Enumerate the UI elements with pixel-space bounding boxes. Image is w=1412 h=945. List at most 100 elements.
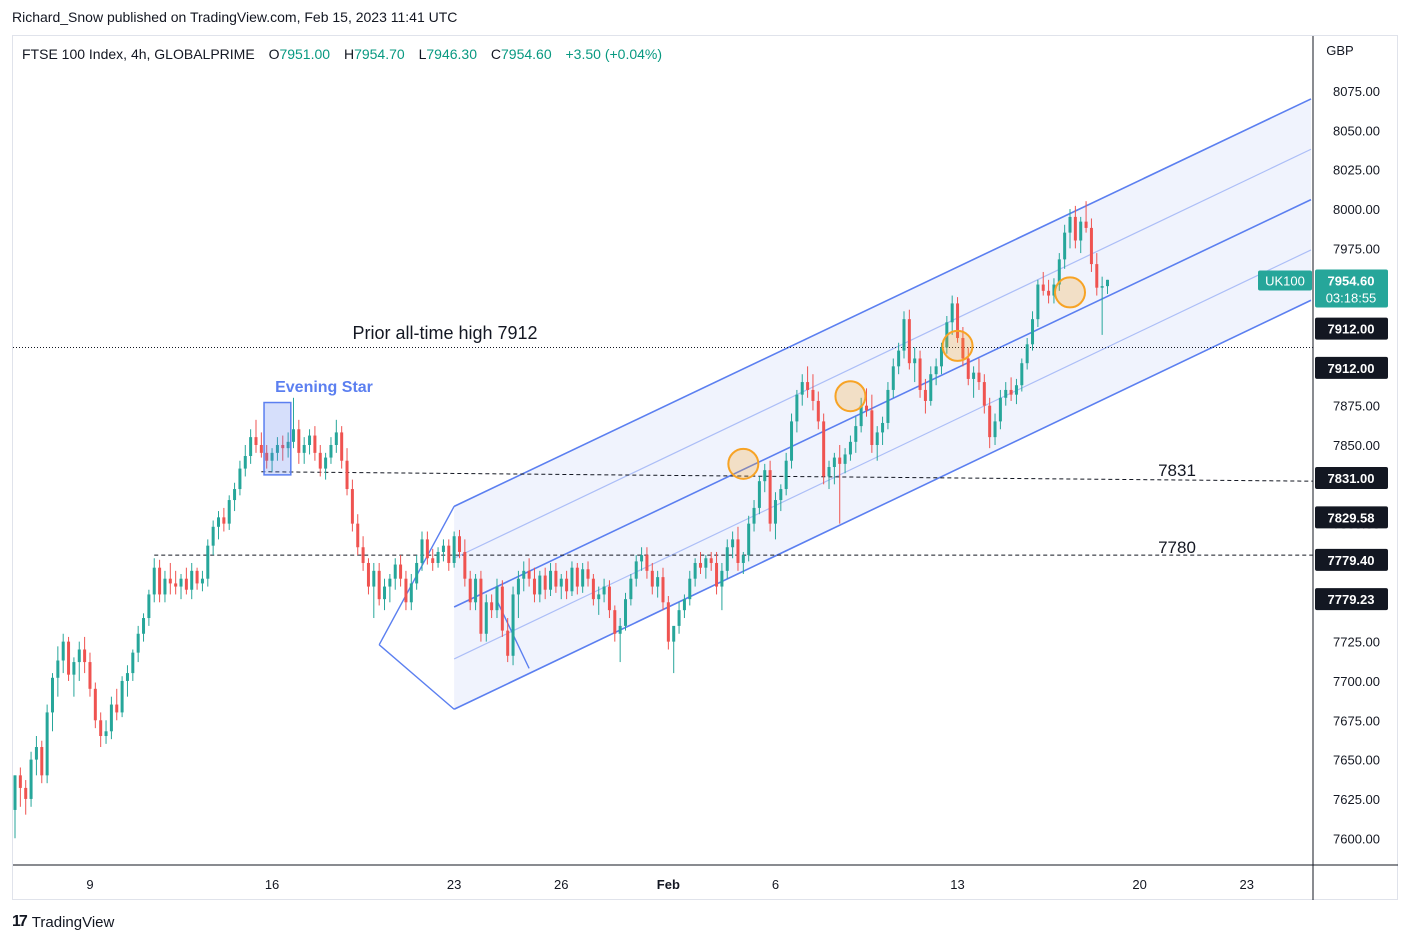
legend-change: +3.50 (+0.04%): [565, 46, 663, 62]
evening-star-box: [263, 401, 292, 476]
level-7831-label: 7831: [1158, 461, 1196, 480]
legend-close-label: C: [490, 46, 501, 62]
price-tag-text: 7912.00: [1328, 322, 1375, 337]
current-price-box: [1315, 269, 1388, 308]
candle-body: [83, 649, 87, 663]
symbol-tag-box: [1258, 270, 1312, 291]
candle-body: [500, 586, 504, 631]
candle-body: [1100, 286, 1104, 288]
candle-body: [506, 630, 510, 656]
candle-body: [350, 489, 354, 524]
candle-body: [13, 775, 17, 810]
candle-body: [243, 456, 247, 469]
candle-body: [795, 394, 799, 422]
candle-body: [688, 578, 692, 600]
candle-body: [929, 374, 933, 401]
candle-body: [366, 562, 370, 587]
highlight-circle: [727, 447, 760, 480]
candle-body: [634, 561, 638, 579]
candle-body: [281, 444, 285, 449]
candle-body: [393, 564, 397, 579]
candle-body: [881, 422, 885, 433]
candle-body: [265, 452, 269, 461]
candle-body: [832, 457, 836, 468]
candle-body: [848, 441, 852, 455]
price-tag-box: [1315, 506, 1388, 529]
highlight-circle: [834, 380, 867, 413]
candle-body: [29, 759, 33, 799]
price-tag-box: [1315, 588, 1388, 611]
candle-body: [543, 575, 547, 590]
candle-body: [586, 569, 590, 579]
candle-body: [436, 551, 440, 563]
pitchfork-channel: [378, 98, 1312, 710]
pitchfork-mid-lower-line: [453, 249, 1312, 660]
candle-body: [624, 599, 628, 626]
candle-body: [136, 633, 140, 653]
candle-body: [613, 610, 617, 634]
candle-body: [1089, 227, 1093, 265]
candle-body: [720, 570, 724, 587]
candle-body: [302, 444, 306, 453]
candle-body: [474, 578, 478, 603]
level-7780-label: 7780: [1158, 538, 1196, 557]
candle-body: [731, 539, 735, 548]
price-tick-label: 7625.00: [1333, 792, 1380, 807]
candle-body: [1014, 385, 1018, 395]
candle-body: [875, 432, 879, 445]
candle-body: [356, 523, 360, 548]
candle-body: [125, 673, 129, 681]
price-tag-text: 7829.58: [1328, 510, 1375, 525]
time-tick-label: Feb: [657, 877, 680, 892]
time-tick-label: 26: [554, 877, 568, 892]
price-tick-label: 7975.00: [1333, 241, 1380, 256]
highlight-circle: [941, 329, 974, 362]
candle-body: [67, 641, 71, 675]
candle-body: [227, 500, 231, 524]
candle-body: [468, 578, 472, 603]
candle-body: [549, 570, 553, 590]
candle-body: [859, 405, 863, 427]
price-tick-label: 7850.00: [1333, 438, 1380, 453]
price-tag-text: 7831.00: [1328, 471, 1375, 486]
candle-body: [345, 460, 349, 490]
candle-body: [591, 578, 595, 600]
candle-body: [131, 652, 135, 674]
candle-body: [383, 586, 387, 600]
candle-body: [420, 539, 424, 563]
candle-body: [222, 517, 226, 524]
chart-frame: [12, 35, 1398, 900]
candle-body: [565, 578, 569, 592]
candle-body: [200, 578, 204, 584]
candle-body: [645, 555, 649, 571]
candle-body: [982, 382, 986, 406]
candle-body: [816, 400, 820, 422]
candle-body: [570, 567, 574, 592]
candle-body: [629, 578, 633, 600]
legend-open: 7951.00: [279, 46, 331, 62]
candle-body: [1036, 284, 1040, 320]
candle-body: [195, 570, 199, 584]
candle-body: [800, 382, 804, 395]
legend-low: 7946.30: [426, 46, 477, 62]
candle-body: [918, 358, 922, 390]
pitchfork-lower-line: [453, 299, 1312, 710]
time-tick-label: 23: [447, 877, 461, 892]
candle-body: [827, 467, 831, 477]
candle-body: [704, 558, 708, 568]
candle-body: [34, 747, 38, 760]
candle-body: [1068, 216, 1072, 233]
tradingview-logo[interactable]: 17 TradingView: [12, 913, 114, 931]
legend-open-label: O: [268, 46, 280, 62]
candle-body: [1073, 216, 1077, 241]
candle-body: [142, 618, 146, 634]
candle-body: [923, 389, 927, 401]
candle-body: [1063, 232, 1067, 260]
candle-body: [184, 578, 188, 590]
candle-body: [532, 578, 536, 595]
price-tag-box: [1315, 467, 1388, 490]
candle-body: [939, 347, 943, 367]
time-tick-label: 6: [772, 877, 779, 892]
candle-body: [56, 660, 60, 678]
